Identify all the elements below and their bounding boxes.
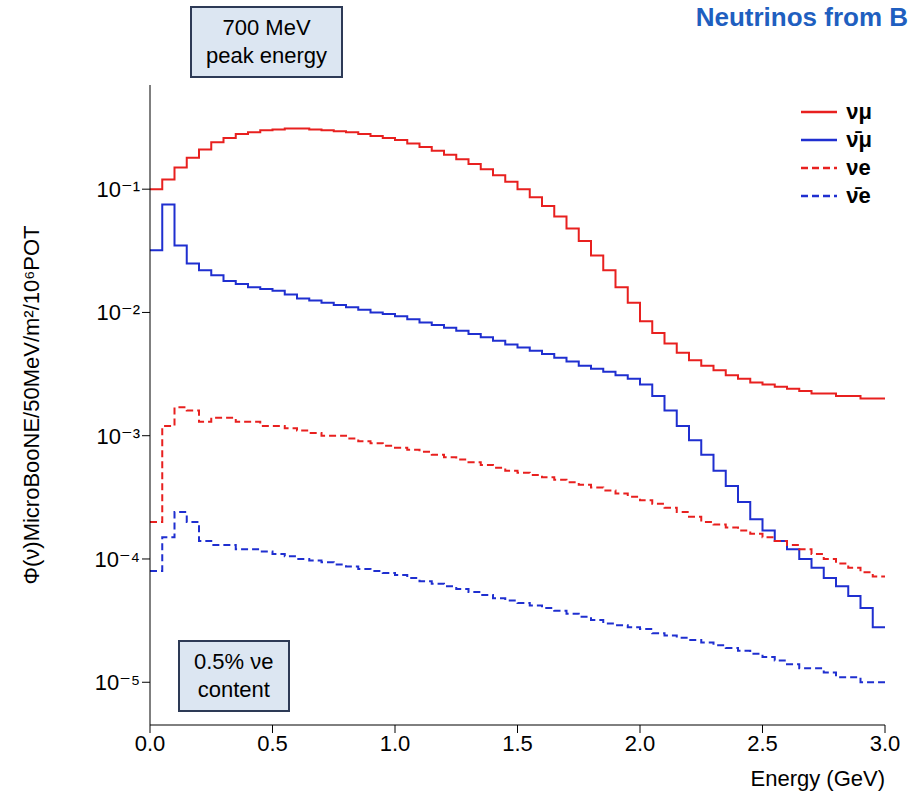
svg-text:10⁻⁵: 10⁻⁵ <box>95 670 140 695</box>
html-text:0.5% νe: 0.5% νe <box>194 649 274 674</box>
html-text:Φ(ν)MicroBooNE/50MeV/m²/10⁶POT: Φ(ν)MicroBooNE/50MeV/m²/10⁶POT <box>19 225 44 585</box>
html-text:Energy (GeV): Energy (GeV) <box>750 766 885 791</box>
svg-text:2.0: 2.0 <box>625 731 656 756</box>
svg-text:10⁻³: 10⁻³ <box>97 424 140 449</box>
svg-text:1.0: 1.0 <box>380 731 411 756</box>
svg-text:10⁻¹: 10⁻¹ <box>97 177 140 202</box>
html-text:νe: νe <box>846 155 871 180</box>
html-text:ν̄μ: ν̄μ <box>846 127 872 152</box>
svg-text:0.0: 0.0 <box>135 731 166 756</box>
svg-text:3.0: 3.0 <box>870 731 901 756</box>
svg-text:2.5: 2.5 <box>747 731 778 756</box>
html-text:Neutrinos from B: Neutrinos from B <box>695 2 908 32</box>
svg-text:1.5: 1.5 <box>502 731 533 756</box>
svg-text:0.5: 0.5 <box>257 731 288 756</box>
svg-text:10⁻⁴: 10⁻⁴ <box>94 547 140 572</box>
html-text:ν̄e: ν̄e <box>846 183 871 208</box>
html-text:νμ: νμ <box>846 99 872 124</box>
html-text:700 MeV: 700 MeV <box>222 15 311 40</box>
html-text:content: content <box>197 677 270 702</box>
svg-text:10⁻²: 10⁻² <box>97 300 140 325</box>
html-text:peak energy: peak energy <box>206 43 328 68</box>
